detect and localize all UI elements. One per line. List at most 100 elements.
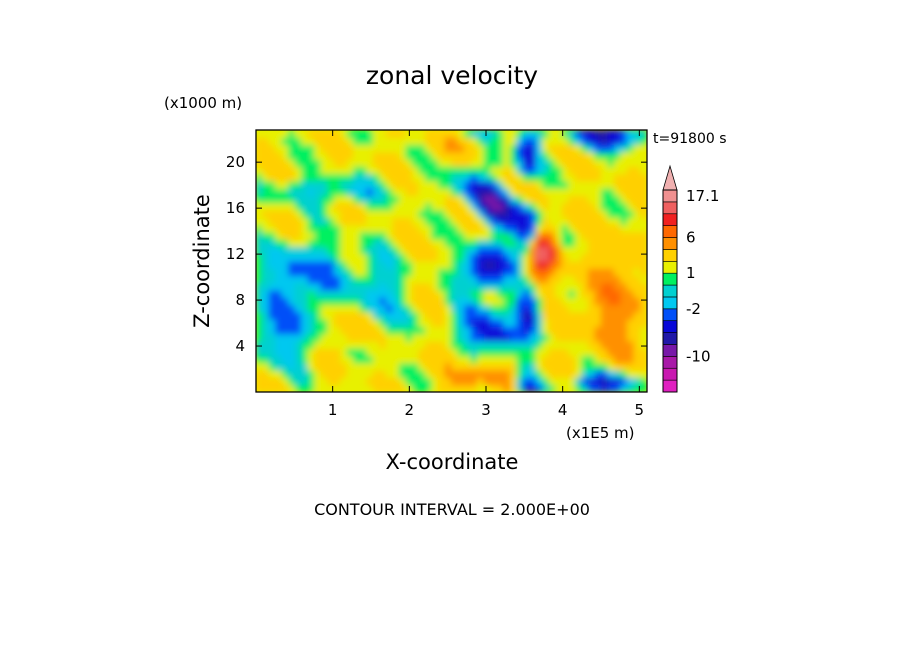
field-cell (529, 318, 537, 327)
field-cell (626, 267, 635, 277)
field-cell (516, 165, 524, 175)
field-cell (574, 245, 583, 255)
field-cell (574, 333, 583, 342)
field-cell (301, 224, 309, 233)
field-cell (307, 195, 316, 204)
field-cell (451, 136, 459, 146)
field-cell (542, 289, 550, 298)
field-cell (535, 144, 544, 153)
field-cell (398, 151, 407, 160)
field-cell (340, 340, 348, 349)
field-cell (444, 202, 452, 211)
field-cell (405, 355, 413, 364)
field-cell (516, 245, 524, 255)
field-cell (256, 130, 264, 138)
field-cell (555, 173, 563, 182)
field-cell (333, 180, 342, 189)
field-cell (581, 355, 589, 364)
field-cell (320, 165, 329, 175)
field-cell (620, 333, 628, 342)
field-cell (385, 151, 394, 160)
field-cell (366, 165, 374, 175)
field-cell (464, 333, 472, 342)
field-cell (359, 165, 368, 175)
field-cell (379, 173, 387, 182)
field-cell (607, 245, 615, 255)
field-cell (418, 282, 426, 291)
field-cell (542, 304, 550, 313)
field-cell (307, 130, 316, 138)
field-cell (613, 347, 622, 357)
field-cell (366, 209, 374, 218)
field-cell (600, 231, 609, 240)
field-cell (268, 304, 277, 313)
field-cell (340, 224, 348, 233)
field-cell (626, 180, 635, 189)
field-cell (340, 333, 348, 342)
field-cell (320, 231, 329, 240)
field-cell (626, 296, 635, 306)
field-cell (529, 369, 537, 378)
field-cell (470, 238, 479, 247)
field-cell (522, 326, 531, 335)
field-cell (542, 238, 550, 247)
field-cell (503, 224, 511, 233)
field-cell (535, 376, 544, 386)
colorbar: 17.161-2-10 (662, 164, 719, 393)
field-cell (561, 224, 570, 233)
field-cell (633, 187, 641, 196)
field-cell (268, 282, 277, 291)
field-cell (288, 130, 296, 138)
field-cell (268, 369, 277, 378)
field-cell (451, 224, 459, 233)
field-cell (561, 260, 570, 269)
field-cell (353, 318, 361, 327)
field-cell (457, 289, 466, 298)
field-cell (359, 216, 368, 226)
field-cell (372, 187, 381, 196)
field-cell (340, 326, 348, 335)
field-cell (379, 311, 387, 320)
field-cell (301, 136, 309, 146)
field-cell (496, 326, 505, 335)
field-cell (294, 130, 303, 138)
field-cell (555, 195, 563, 204)
field-cell (372, 144, 381, 153)
field-cell (418, 245, 426, 255)
field-cell (633, 202, 641, 211)
field-cell (587, 253, 596, 262)
field-cell (411, 267, 420, 277)
field-cell (268, 296, 277, 306)
field-cell (587, 195, 596, 204)
field-cell (281, 355, 290, 364)
field-cell (581, 384, 589, 392)
field-cell (314, 245, 322, 255)
field-cell (522, 165, 531, 175)
field-cell (503, 260, 511, 269)
field-cell (431, 369, 439, 378)
field-cell (620, 318, 628, 327)
field-cell (477, 245, 485, 255)
field-cell (385, 311, 394, 320)
field-cell (359, 173, 368, 182)
field-cell (470, 180, 479, 189)
field-cell (314, 130, 322, 138)
field-cell (424, 282, 433, 291)
field-cell (256, 165, 264, 175)
field-cell (307, 362, 316, 371)
field-cell (424, 340, 433, 349)
field-cell (451, 333, 459, 342)
field-cell (561, 376, 570, 386)
field-cell (314, 333, 322, 342)
field-cell (529, 362, 537, 371)
field-cell (256, 326, 264, 335)
field-cell (359, 347, 368, 357)
field-cell (555, 362, 563, 371)
field-cell (340, 158, 348, 167)
field-cell (613, 369, 622, 378)
field-cell (392, 362, 400, 371)
field-cell (548, 376, 557, 386)
field-cell (613, 245, 622, 255)
field-cell (470, 165, 479, 175)
field-cell (587, 238, 596, 247)
